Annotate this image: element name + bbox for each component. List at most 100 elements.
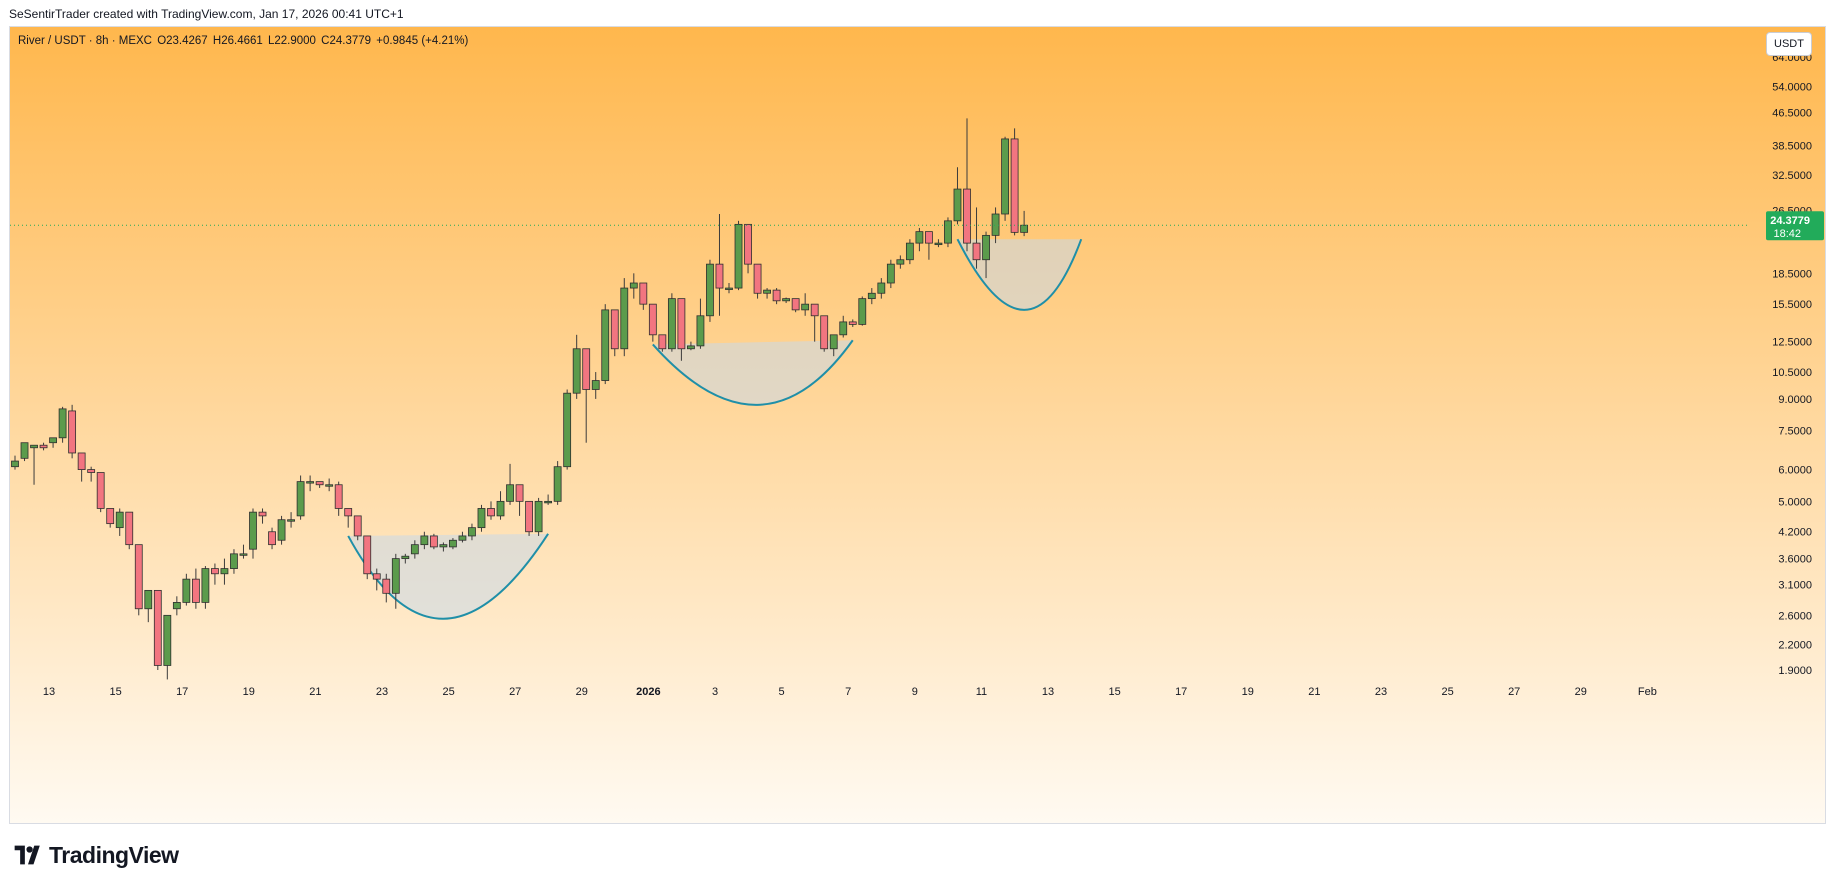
candle <box>172 596 181 616</box>
candle <box>468 523 476 541</box>
candle-body <box>839 321 848 336</box>
time-tick-label: 23 <box>376 686 388 698</box>
candle-body <box>268 531 276 546</box>
candle-body <box>496 500 505 517</box>
candle <box>296 475 305 520</box>
price-tag-countdown: 18:42 <box>1773 228 1801 240</box>
candle-body <box>772 289 781 302</box>
candle <box>991 207 1000 244</box>
cup-curve <box>652 339 854 406</box>
candle-body <box>925 231 933 244</box>
candle <box>696 298 705 349</box>
candle <box>867 288 876 305</box>
candle-body <box>172 602 181 610</box>
candle-body <box>886 263 895 284</box>
candle <box>382 573 391 603</box>
chart-pane[interactable]: 64.000054.000046.500038.500032.500026.50… <box>9 26 1826 824</box>
price-tick-label: 5.0000 <box>1778 496 1812 508</box>
legend-change: +0.9845 (+4.21%) <box>376 35 469 47</box>
price-axis: 64.000054.000046.500038.500032.500026.50… <box>1772 52 1812 677</box>
legend-low: L22.9000 <box>267 35 316 47</box>
candle-body <box>334 484 343 509</box>
tradingview-logo[interactable]: TradingView <box>10 840 179 870</box>
candle-body <box>506 484 514 502</box>
candle <box>1020 210 1029 237</box>
candle-body <box>867 292 876 300</box>
candle <box>201 566 210 609</box>
candle <box>20 442 29 462</box>
candle-body <box>391 558 400 594</box>
candle <box>182 573 191 606</box>
candle <box>1010 128 1019 236</box>
candle-body <box>115 511 124 529</box>
candle <box>782 297 791 304</box>
candle-body <box>782 298 791 302</box>
price-tag-value: 24.3779 <box>1770 215 1810 227</box>
candle <box>534 497 543 536</box>
candle <box>363 535 372 580</box>
candle <box>610 309 619 357</box>
candle <box>410 540 419 559</box>
candle-body <box>211 568 219 575</box>
price-tick-label: 7.5000 <box>1778 426 1812 438</box>
candle <box>1001 136 1009 221</box>
currency-button[interactable]: USDT <box>1766 32 1812 56</box>
candle <box>153 589 162 670</box>
candle-body <box>791 298 800 311</box>
candle-body <box>677 298 686 350</box>
price-tick-label: 6.0000 <box>1778 465 1812 477</box>
time-tick-label: 3 <box>712 686 718 698</box>
candles-layer <box>11 118 1029 680</box>
price-chart[interactable]: 64.000054.000046.500038.500032.500026.50… <box>10 27 1826 824</box>
chart-credit: SeSentirTrader created with TradingView.… <box>9 7 404 21</box>
candle <box>648 303 657 342</box>
time-tick-label: 13 <box>1042 686 1054 698</box>
price-tick-label: 54.0000 <box>1772 82 1812 94</box>
candle-body <box>1001 138 1009 215</box>
time-tick-label: 23 <box>1375 686 1387 698</box>
price-tick-label: 2.6000 <box>1778 610 1812 622</box>
candle <box>211 563 219 585</box>
price-tick-label: 38.5000 <box>1772 141 1812 153</box>
price-tick-label: 1.9000 <box>1778 665 1812 677</box>
time-tick-label: 13 <box>43 686 55 698</box>
candle-body <box>258 511 267 517</box>
candle-body <box>429 535 438 548</box>
candle <box>496 491 505 520</box>
candle-body <box>810 303 819 317</box>
time-tick-label: 25 <box>1441 686 1453 698</box>
candle <box>220 558 229 585</box>
candle-body <box>820 315 829 350</box>
candle <box>163 614 172 680</box>
time-tick-label: Feb <box>1638 686 1657 698</box>
time-tick-label: 17 <box>176 686 188 698</box>
candle-body <box>829 334 838 350</box>
candle <box>725 283 733 294</box>
candle-body <box>68 410 77 454</box>
price-tick-label: 46.5000 <box>1772 108 1812 120</box>
candle-body <box>163 614 172 666</box>
candle <box>77 452 86 482</box>
candle <box>601 304 610 385</box>
price-tick-label: 4.2000 <box>1778 527 1812 539</box>
candle <box>553 461 562 505</box>
candle <box>667 293 676 352</box>
candle-body <box>1020 224 1029 233</box>
candle <box>877 278 886 299</box>
time-tick-label: 25 <box>442 686 454 698</box>
symbol-name: River / USDT · 8h · MEXC <box>18 35 152 47</box>
candle-body <box>525 500 533 533</box>
candle-body <box>801 303 810 311</box>
candle <box>658 334 667 352</box>
candle <box>915 227 924 252</box>
candle-body <box>11 460 19 468</box>
candle-body <box>201 568 210 603</box>
candle-body <box>534 500 543 533</box>
candle-body <box>134 544 143 610</box>
candle-body <box>39 444 48 449</box>
candle <box>287 512 295 528</box>
time-tick-label: 2026 <box>636 686 660 698</box>
candle-body <box>87 469 96 473</box>
symbol-legend[interactable]: River / USDT · 8h · MEXC O23.4267 H26.46… <box>18 35 470 47</box>
candle-body <box>896 259 905 265</box>
